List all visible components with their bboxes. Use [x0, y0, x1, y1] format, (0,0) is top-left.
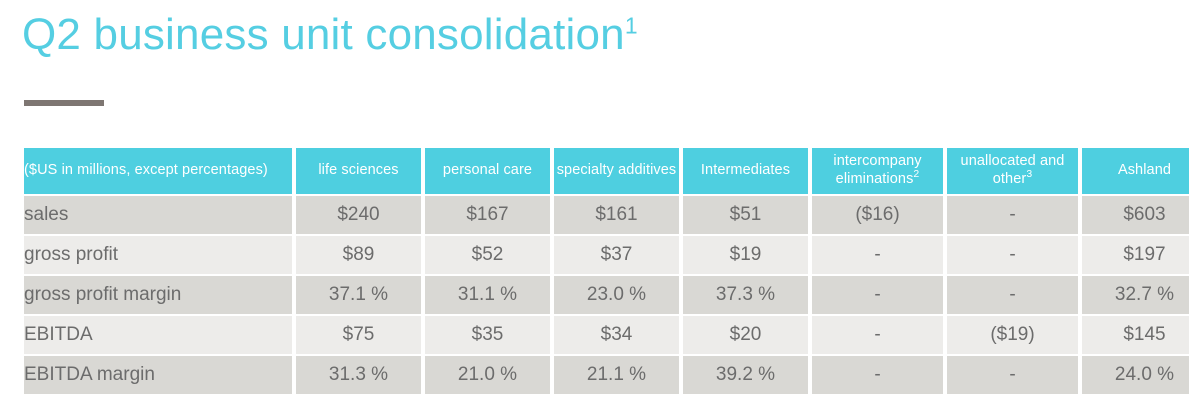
- column-header-specialty-additives: specialty additives: [554, 148, 679, 194]
- cell-sales-intercompany-eliminations: ($16): [812, 196, 943, 234]
- row-label-ebitda-margin: EBITDA margin: [24, 356, 292, 394]
- cell-gross-profit-margin-unallocated-and-other: -: [947, 276, 1078, 314]
- page-title-superscript: 1: [624, 12, 638, 39]
- table-row: sales $240 $167 $161 $51 ($16) - $603: [24, 196, 1189, 234]
- cell-ebitda-margin-intermediates: 39.2 %: [683, 356, 808, 394]
- page-title: Q2 business unit consolidation1: [22, 8, 638, 62]
- cell-gross-profit-margin-intermediates: 37.3 %: [683, 276, 808, 314]
- cell-gross-profit-life-sciences: $89: [296, 236, 421, 274]
- column-header-unallocated-and-other-label: unallocated and other: [960, 153, 1065, 187]
- row-label-ebitda: EBITDA: [24, 316, 292, 354]
- cell-gross-profit-margin-specialty-additives: 23.0 %: [554, 276, 679, 314]
- row-label-gross-profit: gross profit: [24, 236, 292, 274]
- column-header-personal-care-label: personal care: [442, 162, 533, 179]
- column-header-personal-care: personal care: [425, 148, 550, 194]
- cell-sales-life-sciences: $240: [296, 196, 421, 234]
- cell-gross-profit-specialty-additives: $37: [554, 236, 679, 274]
- cell-gross-profit-margin-personal-care: 31.1 %: [425, 276, 550, 314]
- cell-ebitda-specialty-additives: $34: [554, 316, 679, 354]
- cell-gross-profit-intercompany-eliminations: -: [812, 236, 943, 274]
- page-title-text: Q2 business unit consolidation: [22, 10, 625, 59]
- column-header-unallocated-and-other-footnote: 3: [1026, 169, 1033, 181]
- cell-gross-profit-unallocated-and-other: -: [947, 236, 1078, 274]
- cell-ebitda-life-sciences: $75: [296, 316, 421, 354]
- column-header-life-sciences: life sciences: [296, 148, 421, 194]
- cell-ebitda-margin-life-sciences: 31.3 %: [296, 356, 421, 394]
- cell-ebitda-margin-ashland: 24.0 %: [1082, 356, 1189, 394]
- cell-gross-profit-intermediates: $19: [683, 236, 808, 274]
- column-header-ashland-label: Ashland: [1117, 162, 1172, 179]
- column-header-specialty-additives-label: specialty additives: [556, 162, 677, 179]
- table-row: EBITDA $75 $35 $34 $20 - ($19) $145: [24, 316, 1189, 354]
- row-label-sales: sales: [24, 196, 292, 234]
- cell-gross-profit-margin-life-sciences: 37.1 %: [296, 276, 421, 314]
- cell-ebitda-margin-personal-care: 21.0 %: [425, 356, 550, 394]
- table-header-row: ($US in millions, except percentages) li…: [24, 148, 1189, 194]
- cell-gross-profit-ashland: $197: [1082, 236, 1189, 274]
- column-header-ashland: Ashland: [1082, 148, 1189, 194]
- cell-sales-specialty-additives: $161: [554, 196, 679, 234]
- cell-ebitda-unallocated-and-other: ($19): [947, 316, 1078, 354]
- cell-ebitda-margin-intercompany-eliminations: -: [812, 356, 943, 394]
- cell-ebitda-margin-unallocated-and-other: -: [947, 356, 1078, 394]
- title-divider-rule: [24, 100, 104, 106]
- cell-ebitda-intercompany-eliminations: -: [812, 316, 943, 354]
- cell-gross-profit-margin-intercompany-eliminations: -: [812, 276, 943, 314]
- column-header-metric: ($US in millions, except percentages): [24, 148, 292, 194]
- cell-sales-unallocated-and-other: -: [947, 196, 1078, 234]
- cell-sales-ashland: $603: [1082, 196, 1189, 234]
- business-unit-consolidation-table: ($US in millions, except percentages) li…: [20, 146, 1189, 396]
- cell-sales-intermediates: $51: [683, 196, 808, 234]
- table-row: EBITDA margin 31.3 % 21.0 % 21.1 % 39.2 …: [24, 356, 1189, 394]
- column-header-intercompany-eliminations-footnote: 2: [913, 169, 920, 181]
- column-header-metric-label: ($US in millions, except percentages): [24, 162, 268, 179]
- cell-gross-profit-personal-care: $52: [425, 236, 550, 274]
- table-row: gross profit $89 $52 $37 $19 - - $197: [24, 236, 1189, 274]
- table-header: ($US in millions, except percentages) li…: [24, 148, 1189, 194]
- column-header-life-sciences-label: life sciences: [318, 162, 399, 179]
- cell-ebitda-margin-specialty-additives: 21.1 %: [554, 356, 679, 394]
- table-body: sales $240 $167 $161 $51 ($16) - $603 gr…: [24, 196, 1189, 394]
- column-header-intermediates-label: Intermediates: [700, 162, 791, 179]
- row-label-gross-profit-margin: gross profit margin: [24, 276, 292, 314]
- table-row: gross profit margin 37.1 % 31.1 % 23.0 %…: [24, 276, 1189, 314]
- column-header-intercompany-eliminations: intercompany eliminations2: [812, 148, 943, 194]
- cell-ebitda-personal-care: $35: [425, 316, 550, 354]
- cell-ebitda-ashland: $145: [1082, 316, 1189, 354]
- column-header-intercompany-eliminations-label: intercompany eliminations: [833, 153, 922, 187]
- cell-ebitda-intermediates: $20: [683, 316, 808, 354]
- cell-gross-profit-margin-ashland: 32.7 %: [1082, 276, 1189, 314]
- column-header-intermediates: Intermediates: [683, 148, 808, 194]
- column-header-unallocated-and-other: unallocated and other3: [947, 148, 1078, 194]
- cell-sales-personal-care: $167: [425, 196, 550, 234]
